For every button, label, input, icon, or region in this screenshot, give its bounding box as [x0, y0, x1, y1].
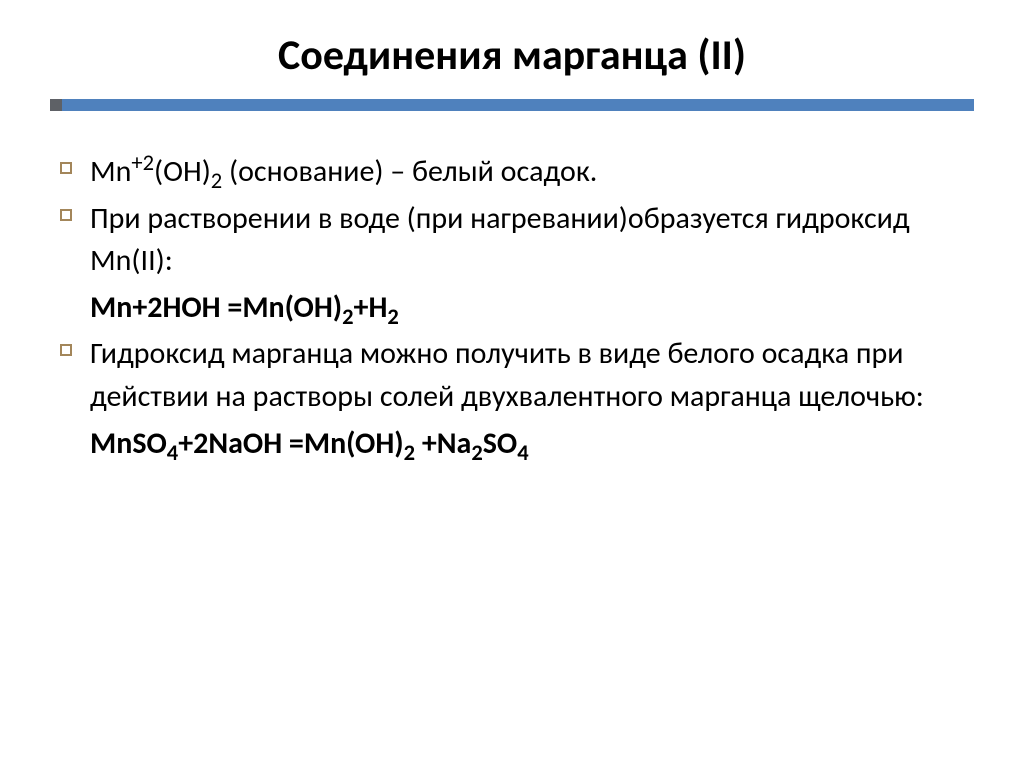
- line-text: При растворении в воде (при нагревании)о…: [90, 198, 974, 283]
- body-line: Mn+2(OH)2 (основание) – белый осадок.: [60, 151, 974, 194]
- slide-title: Соединения марганца (II): [50, 30, 974, 81]
- bullet-icon: [60, 151, 90, 174]
- line-text: Mn+2(OH)2 (основание) – белый осадок.: [90, 151, 974, 194]
- bullet-icon: [60, 198, 90, 221]
- line-text: Гидроксид марганца можно получить в виде…: [90, 333, 974, 418]
- divider-square: [50, 99, 62, 111]
- body-line: Mn+2HOH =Mn(OH)2+H2: [60, 287, 974, 330]
- slide-container: Соединения марганца (II) Mn+2(OH)2 (осно…: [0, 0, 1024, 767]
- title-divider: [50, 99, 974, 111]
- body-line: При растворении в воде (при нагревании)о…: [60, 198, 974, 283]
- body-line: Гидроксид марганца можно получить в виде…: [60, 333, 974, 418]
- bullet-icon: [60, 333, 90, 356]
- body-line: MnSO4+2NaOH =Mn(OH)2 +Na2SO4: [60, 423, 974, 466]
- line-text: MnSO4+2NaOH =Mn(OH)2 +Na2SO4: [90, 423, 974, 466]
- line-text: Mn+2HOH =Mn(OH)2+H2: [90, 287, 974, 330]
- slide-body: Mn+2(OH)2 (основание) – белый осадок.При…: [50, 151, 974, 465]
- divider-bar: [62, 99, 974, 111]
